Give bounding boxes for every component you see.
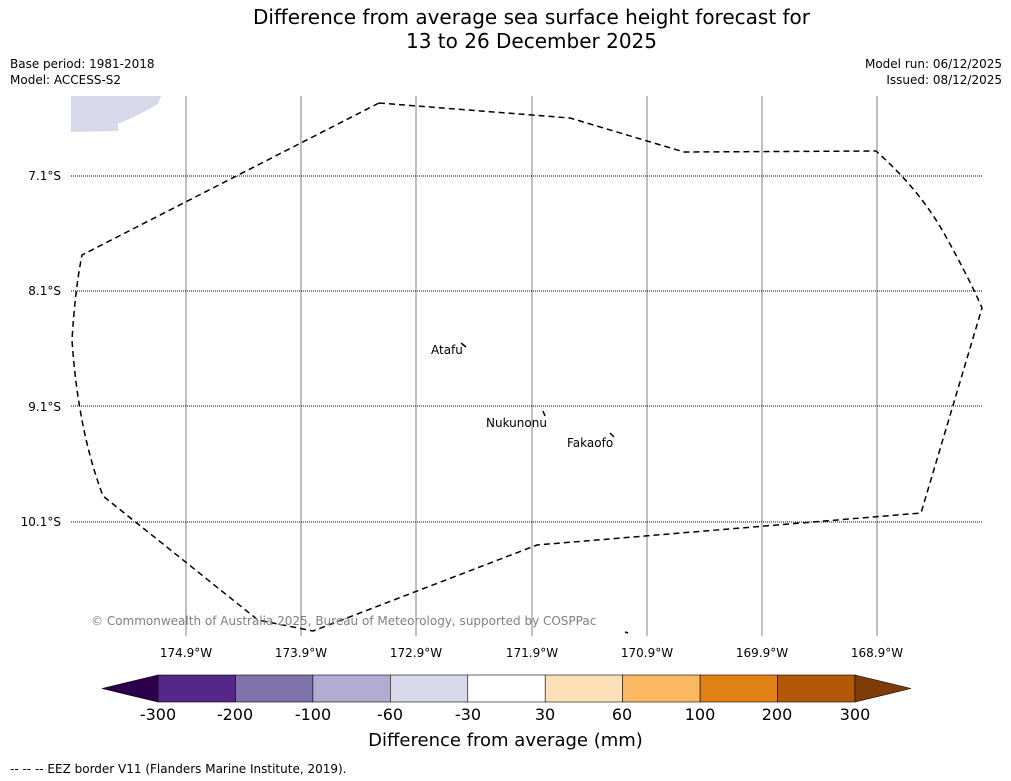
colorbar-segment xyxy=(622,674,701,703)
colorbar-segment xyxy=(467,674,546,703)
model-name: Model: ACCESS-S2 xyxy=(10,73,122,87)
parallel-lines xyxy=(71,175,982,523)
colorbar-tick: 200 xyxy=(761,705,793,724)
title-line-2: 13 to 26 December 2025 xyxy=(405,29,657,53)
eez-border xyxy=(71,102,983,632)
colorbar xyxy=(101,674,912,703)
colorbar-tick: 100 xyxy=(684,705,716,724)
lon-label-172-9w: 172.9°W xyxy=(389,646,443,660)
lat-label-9-1s: 9.1°S xyxy=(28,400,61,414)
atafu-mark xyxy=(460,342,467,348)
colorbar-tick: -300 xyxy=(139,705,177,724)
colorbar-segment xyxy=(544,674,623,703)
colorbar-segment xyxy=(235,674,314,703)
meta-left: Base period: 1981-2018 Model: ACCESS-S2 xyxy=(10,56,155,88)
lat-label-7-1s: 7.1°S xyxy=(28,169,61,183)
nukunonu-mark xyxy=(542,410,546,417)
lon-label-174-9w: 174.9°W xyxy=(159,646,213,660)
anomaly-patch xyxy=(71,96,161,132)
colorbar-tick: -60 xyxy=(376,705,404,724)
small-islet-mark xyxy=(624,631,629,634)
place-fakaofo: Fakaofo xyxy=(567,436,614,450)
place-atafu: Atafu xyxy=(431,343,463,357)
colorbar-extend-low xyxy=(101,674,159,703)
copyright-notice: © Commonwealth of Australia 2025, Bureau… xyxy=(91,614,597,628)
island-marks xyxy=(460,342,629,634)
base-period: Base period: 1981-2018 xyxy=(10,57,155,71)
issued-date: Issued: 08/12/2025 xyxy=(886,73,1002,87)
colorbar-extend-high xyxy=(854,674,912,703)
colorbar-segment xyxy=(312,674,391,703)
eez-legend-footer: -- -- -- EEZ border V11 (Flanders Marine… xyxy=(10,762,347,776)
lat-label-10-1s: 10.1°S xyxy=(20,515,61,529)
colorbar-tick: -30 xyxy=(454,705,482,724)
model-run-date: Model run: 06/12/2025 xyxy=(864,57,1002,71)
title-line-1: Difference from average sea surface heig… xyxy=(252,5,811,29)
lon-label-171-9w: 171.9°W xyxy=(505,646,559,660)
colorbar-label: Difference from average (mm) xyxy=(368,730,643,751)
lat-label-8-1s: 8.1°S xyxy=(28,284,61,298)
colorbar-tick: -200 xyxy=(216,705,254,724)
meridian-lines xyxy=(185,96,878,636)
colorbar-tick: 30 xyxy=(534,705,556,724)
lon-label-170-9w: 170.9°W xyxy=(620,646,674,660)
lon-label-173-9w: 173.9°W xyxy=(274,646,328,660)
lon-label-168-9w: 168.9°W xyxy=(850,646,904,660)
meta-right: Model run: 06/12/2025 Issued: 08/12/2025 xyxy=(865,56,1002,88)
fakaofo-mark xyxy=(609,432,615,438)
lon-label-169-9w: 169.9°W xyxy=(735,646,789,660)
colorbar-tick: 60 xyxy=(611,705,633,724)
place-nukunonu: Nukunonu xyxy=(486,416,547,430)
colorbar-tick: 300 xyxy=(839,705,871,724)
colorbar-segment xyxy=(390,674,469,703)
colorbar-tick: -100 xyxy=(294,705,332,724)
colorbar-segment xyxy=(699,674,778,703)
colorbar-segment xyxy=(777,674,856,703)
map-title: Difference from average sea surface heig… xyxy=(0,5,1011,53)
colorbar-segment xyxy=(157,674,236,703)
